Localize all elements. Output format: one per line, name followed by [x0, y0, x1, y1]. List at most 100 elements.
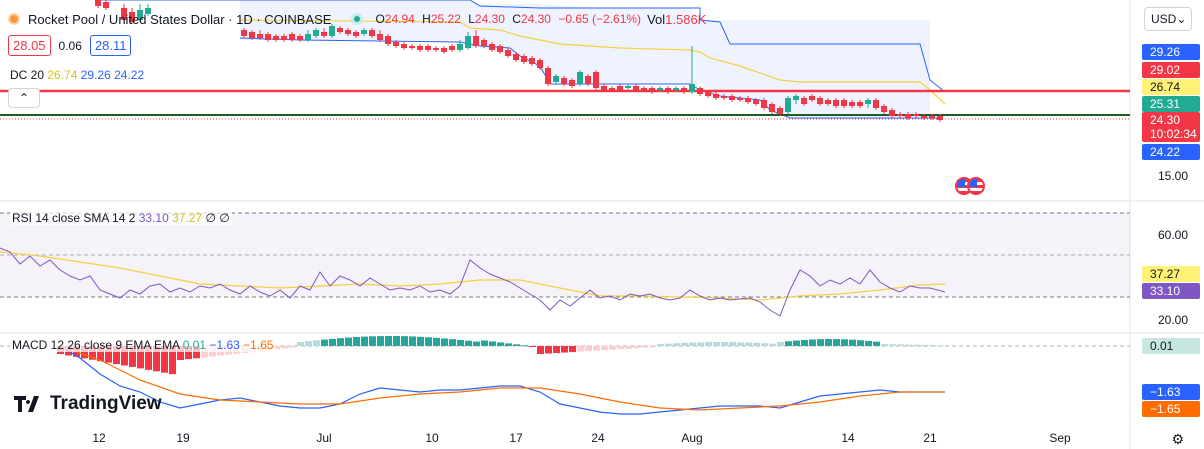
time-label: 24: [591, 431, 605, 445]
macd-histogram-bar: [705, 342, 712, 346]
macd-histogram-bar: [489, 341, 496, 346]
macd-histogram-bar: [865, 340, 872, 346]
macd-histogram-bar: [753, 342, 760, 346]
candle-body: [545, 68, 551, 84]
rsi-legend[interactable]: RSI 14 close SMA 14 2 33.10 37.27 ∅ ∅: [10, 211, 232, 225]
candle-body: [761, 100, 767, 108]
tradingview-logo[interactable]: TradingView: [14, 393, 162, 415]
candle-body: [889, 110, 895, 116]
candle-body: [633, 86, 639, 90]
candle-body: [625, 86, 631, 88]
candle-body: [481, 40, 487, 46]
macd-histogram-bar: [177, 346, 184, 360]
macd-histogram-bar: [161, 346, 168, 373]
donchian-legend[interactable]: DC 20 26.74 29.26 24.22: [10, 68, 145, 82]
macd-histogram-bar: [841, 339, 848, 346]
macd-histogram-bar: [801, 339, 808, 346]
macd-histogram-bar: [745, 342, 752, 346]
candle-body: [897, 114, 903, 116]
macd-histogram-bar: [921, 344, 928, 346]
macd-line: [59, 345, 945, 415]
macd-histogram-bar: [385, 336, 392, 346]
candle-body: [129, 12, 135, 22]
macd-histogram-bar: [113, 346, 120, 365]
candle-body: [569, 80, 575, 86]
bar-countdown: 10:02:34: [1150, 127, 1197, 141]
macd-histogram-bar: [665, 343, 672, 346]
candle-body: [401, 44, 407, 48]
candle-body: [585, 76, 591, 84]
macd-histogram-bar: [713, 342, 720, 346]
candle-body: [521, 56, 527, 62]
price-tag-support: 25.31: [1142, 96, 1200, 112]
candle-body: [697, 88, 703, 94]
sell-button[interactable]: 28.05: [8, 35, 51, 56]
chevron-up-icon: ⌃: [18, 91, 30, 105]
events-marker[interactable]: [955, 177, 985, 195]
macd-histogram-bar: [289, 346, 296, 348]
macd-histogram-bar: [617, 346, 624, 350]
candle-body: [681, 88, 687, 92]
macd-histogram-bar: [785, 341, 792, 346]
time-label: 14: [841, 431, 855, 445]
gear-icon[interactable]: ⚙: [1171, 431, 1184, 447]
tradingview-logo-icon: [14, 396, 39, 412]
candle-body: [593, 72, 599, 88]
macd-histogram-bar: [561, 346, 568, 353]
candle-body: [417, 46, 423, 50]
symbol-title[interactable]: Rocket Pool / United States Dollar · 1D …: [28, 11, 332, 27]
candle-body: [705, 92, 711, 96]
macd-histogram-bar: [465, 340, 472, 346]
time-axis[interactable]: 12 19 Jul 10 17 24 Aug 14 21 Sep: [0, 431, 1130, 447]
donchian-upper-line: [100, 0, 946, 93]
rsi-line: [0, 247, 946, 317]
time-label: 19: [176, 431, 190, 445]
candle-body: [505, 50, 511, 56]
currency-select[interactable]: USD ⌄: [1144, 7, 1192, 31]
macd-legend[interactable]: MACD 12 26 close 9 EMA EMA 0.01 −1.63 −1…: [10, 338, 276, 352]
time-label: Aug: [681, 431, 703, 445]
macd-histogram-bar: [585, 346, 592, 352]
candle-body: [95, 0, 101, 6]
macd-histogram-bar: [569, 346, 576, 353]
macd-histogram-bar: [777, 342, 784, 346]
macd-tag-signal: −1.65: [1142, 401, 1200, 417]
candle-body: [777, 108, 783, 114]
macd-histogram-bar: [769, 343, 776, 346]
candle-body: [601, 86, 607, 90]
macd-histogram-bar: [761, 343, 768, 346]
candle-body: [881, 106, 887, 112]
candle-body: [489, 44, 495, 50]
macd-histogram-bar: [673, 343, 680, 346]
macd-histogram-bar: [361, 336, 368, 346]
candle-body: [873, 100, 879, 108]
candle-body: [689, 84, 695, 92]
candle-body: [753, 100, 759, 104]
candle-body: [137, 10, 143, 20]
macd-histogram-bar: [657, 344, 664, 346]
ohlc-values: O24.94 H25.22 L24.30 C24.30 −0.65 (−2.61…: [375, 12, 642, 26]
candle-body: [409, 46, 415, 48]
candle-body: [841, 100, 847, 106]
candle-body: [857, 102, 863, 106]
macd-histogram-bar: [449, 339, 456, 346]
macd-histogram-bar: [457, 339, 464, 346]
candle-body: [385, 36, 391, 44]
macd-histogram-bar: [105, 346, 112, 363]
candle-body: [361, 30, 367, 34]
time-label: Jul: [316, 431, 332, 445]
macd-histogram-bar: [633, 346, 640, 349]
buy-button[interactable]: 28.11: [89, 35, 132, 56]
collapse-legend-button[interactable]: ⌃: [8, 88, 40, 108]
market-status-icon[interactable]: [351, 13, 364, 25]
rsi-sma-line: [0, 251, 946, 301]
macd-histogram-bar: [473, 341, 480, 346]
candle-body: [769, 104, 775, 112]
candle-body: [257, 34, 263, 38]
candle-body: [425, 46, 431, 50]
macd-histogram-bar: [297, 342, 304, 346]
donchian-mid-line: [239, 19, 946, 105]
macd-histogram-bar: [321, 339, 328, 346]
macd-histogram-bar: [401, 336, 408, 346]
macd-histogram-bar: [929, 345, 936, 347]
